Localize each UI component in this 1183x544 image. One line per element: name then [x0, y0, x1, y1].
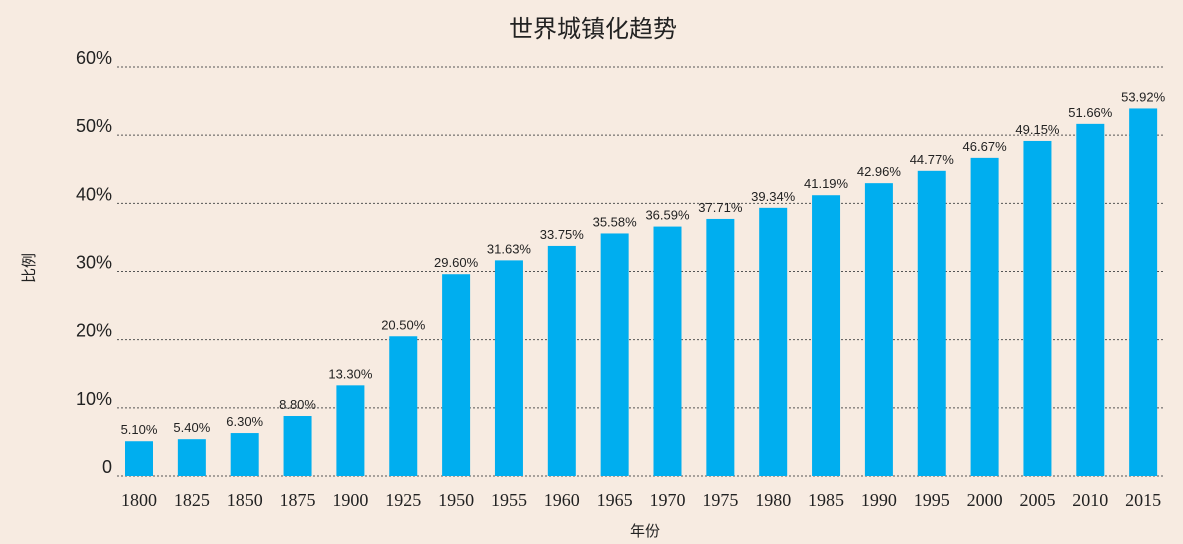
- bar: [759, 207, 788, 476]
- x-tick-label: 1980: [755, 490, 791, 510]
- data-label: 33.75%: [540, 227, 585, 242]
- x-tick-label: 1975: [702, 490, 738, 510]
- bar: [494, 260, 523, 476]
- bar: [177, 439, 206, 476]
- y-axis-ticks: 0 10% 20% 30% 40% 50% 60%: [76, 48, 112, 477]
- x-tick-label: 2015: [1125, 490, 1161, 510]
- x-tick-label: 1800: [121, 490, 157, 510]
- bar: [389, 336, 418, 476]
- chart-title: 世界城镇化趋势: [509, 15, 677, 43]
- x-tick-label: 1900: [332, 490, 368, 510]
- bar: [336, 385, 365, 476]
- data-label: 5.40%: [173, 420, 210, 435]
- y-tick-label: 0: [102, 457, 112, 477]
- x-axis-ticks: 1800 1825 1850 1875 1900 1925 1950 1955 1960 1965…: [121, 490, 1161, 510]
- x-tick-label: 1950: [438, 490, 474, 510]
- bars: [125, 108, 1158, 477]
- x-tick-label: 1955: [491, 490, 527, 510]
- y-tick-label: 10%: [76, 389, 112, 409]
- bar: [125, 441, 153, 476]
- x-tick-label: 1990: [861, 490, 897, 510]
- bar: [442, 274, 471, 476]
- x-tick-label: 1965: [597, 490, 633, 510]
- data-labels: 5.10% 5.40% 6.30% 8.80% 13.30% 20.50% 29.60% 31…: [121, 89, 1166, 437]
- y-tick-label: 30%: [76, 253, 112, 273]
- data-label: 35.58%: [593, 214, 638, 229]
- bar: [706, 218, 735, 477]
- x-tick-label: 1825: [174, 490, 210, 510]
- bar: [812, 195, 841, 476]
- bar: [600, 233, 629, 476]
- bar: [1129, 108, 1158, 476]
- x-tick-label: 1995: [914, 490, 950, 510]
- bar: [970, 157, 999, 477]
- bar: [1023, 140, 1052, 477]
- x-tick-label: 2005: [1019, 490, 1055, 510]
- bar: [547, 245, 576, 476]
- bar: [653, 226, 682, 476]
- data-label: 53.92%: [1121, 89, 1166, 104]
- x-axis-label: 年份: [630, 522, 660, 540]
- data-label: 39.34%: [751, 189, 796, 204]
- data-label: 31.63%: [487, 241, 532, 256]
- bar: [864, 183, 893, 476]
- data-label: 13.30%: [328, 366, 373, 381]
- x-tick-label: 2000: [967, 490, 1003, 510]
- x-tick-label: 1960: [544, 490, 580, 510]
- data-label: 41.19%: [804, 176, 849, 191]
- bar: [917, 170, 946, 476]
- data-label: 6.30%: [226, 414, 263, 429]
- y-tick-label: 50%: [76, 116, 112, 136]
- y-tick-label: 60%: [76, 48, 112, 68]
- x-tick-label: 1970: [650, 490, 686, 510]
- x-tick-label: 1925: [385, 490, 421, 510]
- data-label: 37.71%: [698, 200, 743, 215]
- x-tick-label: 1875: [280, 490, 316, 510]
- x-tick-label: 1985: [808, 490, 844, 510]
- data-label: 36.59%: [645, 208, 690, 223]
- y-axis-label: 比例: [20, 253, 38, 283]
- x-tick-label: 2010: [1072, 490, 1108, 510]
- bar: [283, 416, 312, 476]
- data-label: 5.10%: [121, 422, 158, 437]
- gridlines: [117, 66, 1163, 477]
- data-label: 29.60%: [434, 255, 479, 270]
- data-label: 44.77%: [910, 152, 955, 167]
- data-label: 20.50%: [381, 317, 426, 332]
- data-label: 42.96%: [857, 164, 902, 179]
- y-tick-label: 40%: [76, 184, 112, 204]
- data-label: 8.80%: [279, 397, 316, 412]
- y-tick-label: 20%: [76, 321, 112, 341]
- data-label: 49.15%: [1015, 122, 1060, 137]
- x-tick-label: 1850: [227, 490, 263, 510]
- data-label: 51.66%: [1068, 105, 1113, 120]
- bar: [230, 433, 259, 476]
- data-label: 46.67%: [963, 139, 1008, 154]
- bar: [1076, 123, 1105, 476]
